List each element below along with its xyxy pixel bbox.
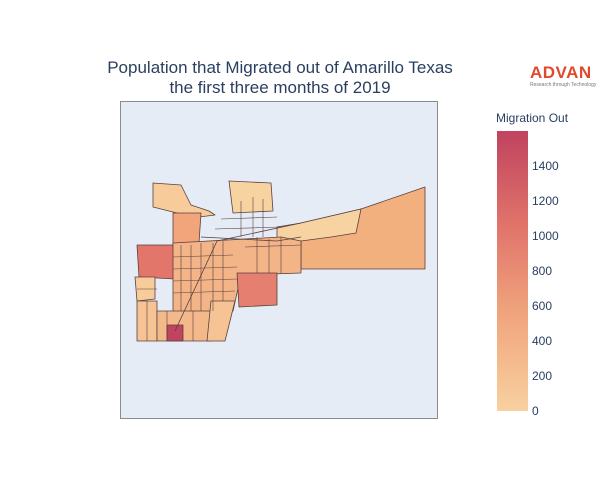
colorbar-tick-label: 200 (532, 369, 553, 383)
colorbar-gradient (497, 131, 528, 411)
logo-word: ADVAN (530, 63, 592, 82)
logo-tagline: Research through Technology (530, 82, 597, 88)
tract-north-2 (228, 180, 274, 214)
colorbar-tick-label: 800 (532, 264, 553, 278)
colorbar-tick-label: 0 (532, 404, 539, 418)
map-plot-area[interactable] (120, 101, 438, 419)
colorbar-tick-label: 400 (532, 334, 553, 348)
choropleth-map[interactable] (121, 102, 439, 420)
title-line-2: the first three months of 2019 (169, 78, 391, 97)
colorbar-title: Migration Out (496, 111, 569, 125)
advan-logo: ADVAN Research through Technology (530, 63, 597, 88)
tract-south-1 (156, 310, 214, 342)
tract-hotspot (166, 324, 184, 342)
colorbar-tick-label: 600 (532, 299, 553, 313)
chart-title: Population that Migrated out of Amarillo… (60, 58, 500, 98)
tract-north-1 (152, 182, 216, 218)
tract-west-red (136, 244, 176, 280)
title-line-1: Population that Migrated out of Amarillo… (107, 58, 453, 77)
tract-east-red (236, 272, 278, 308)
road-diagonal-2 (200, 236, 302, 242)
tract-northwest (172, 212, 202, 246)
road-diagonal-1 (174, 222, 302, 332)
colorbar-tick-label: 1000 (532, 229, 559, 243)
colorbar-tick-label: 1400 (532, 159, 559, 173)
tract-south-2 (206, 300, 236, 342)
colorbar-tick-label: 1200 (532, 194, 559, 208)
